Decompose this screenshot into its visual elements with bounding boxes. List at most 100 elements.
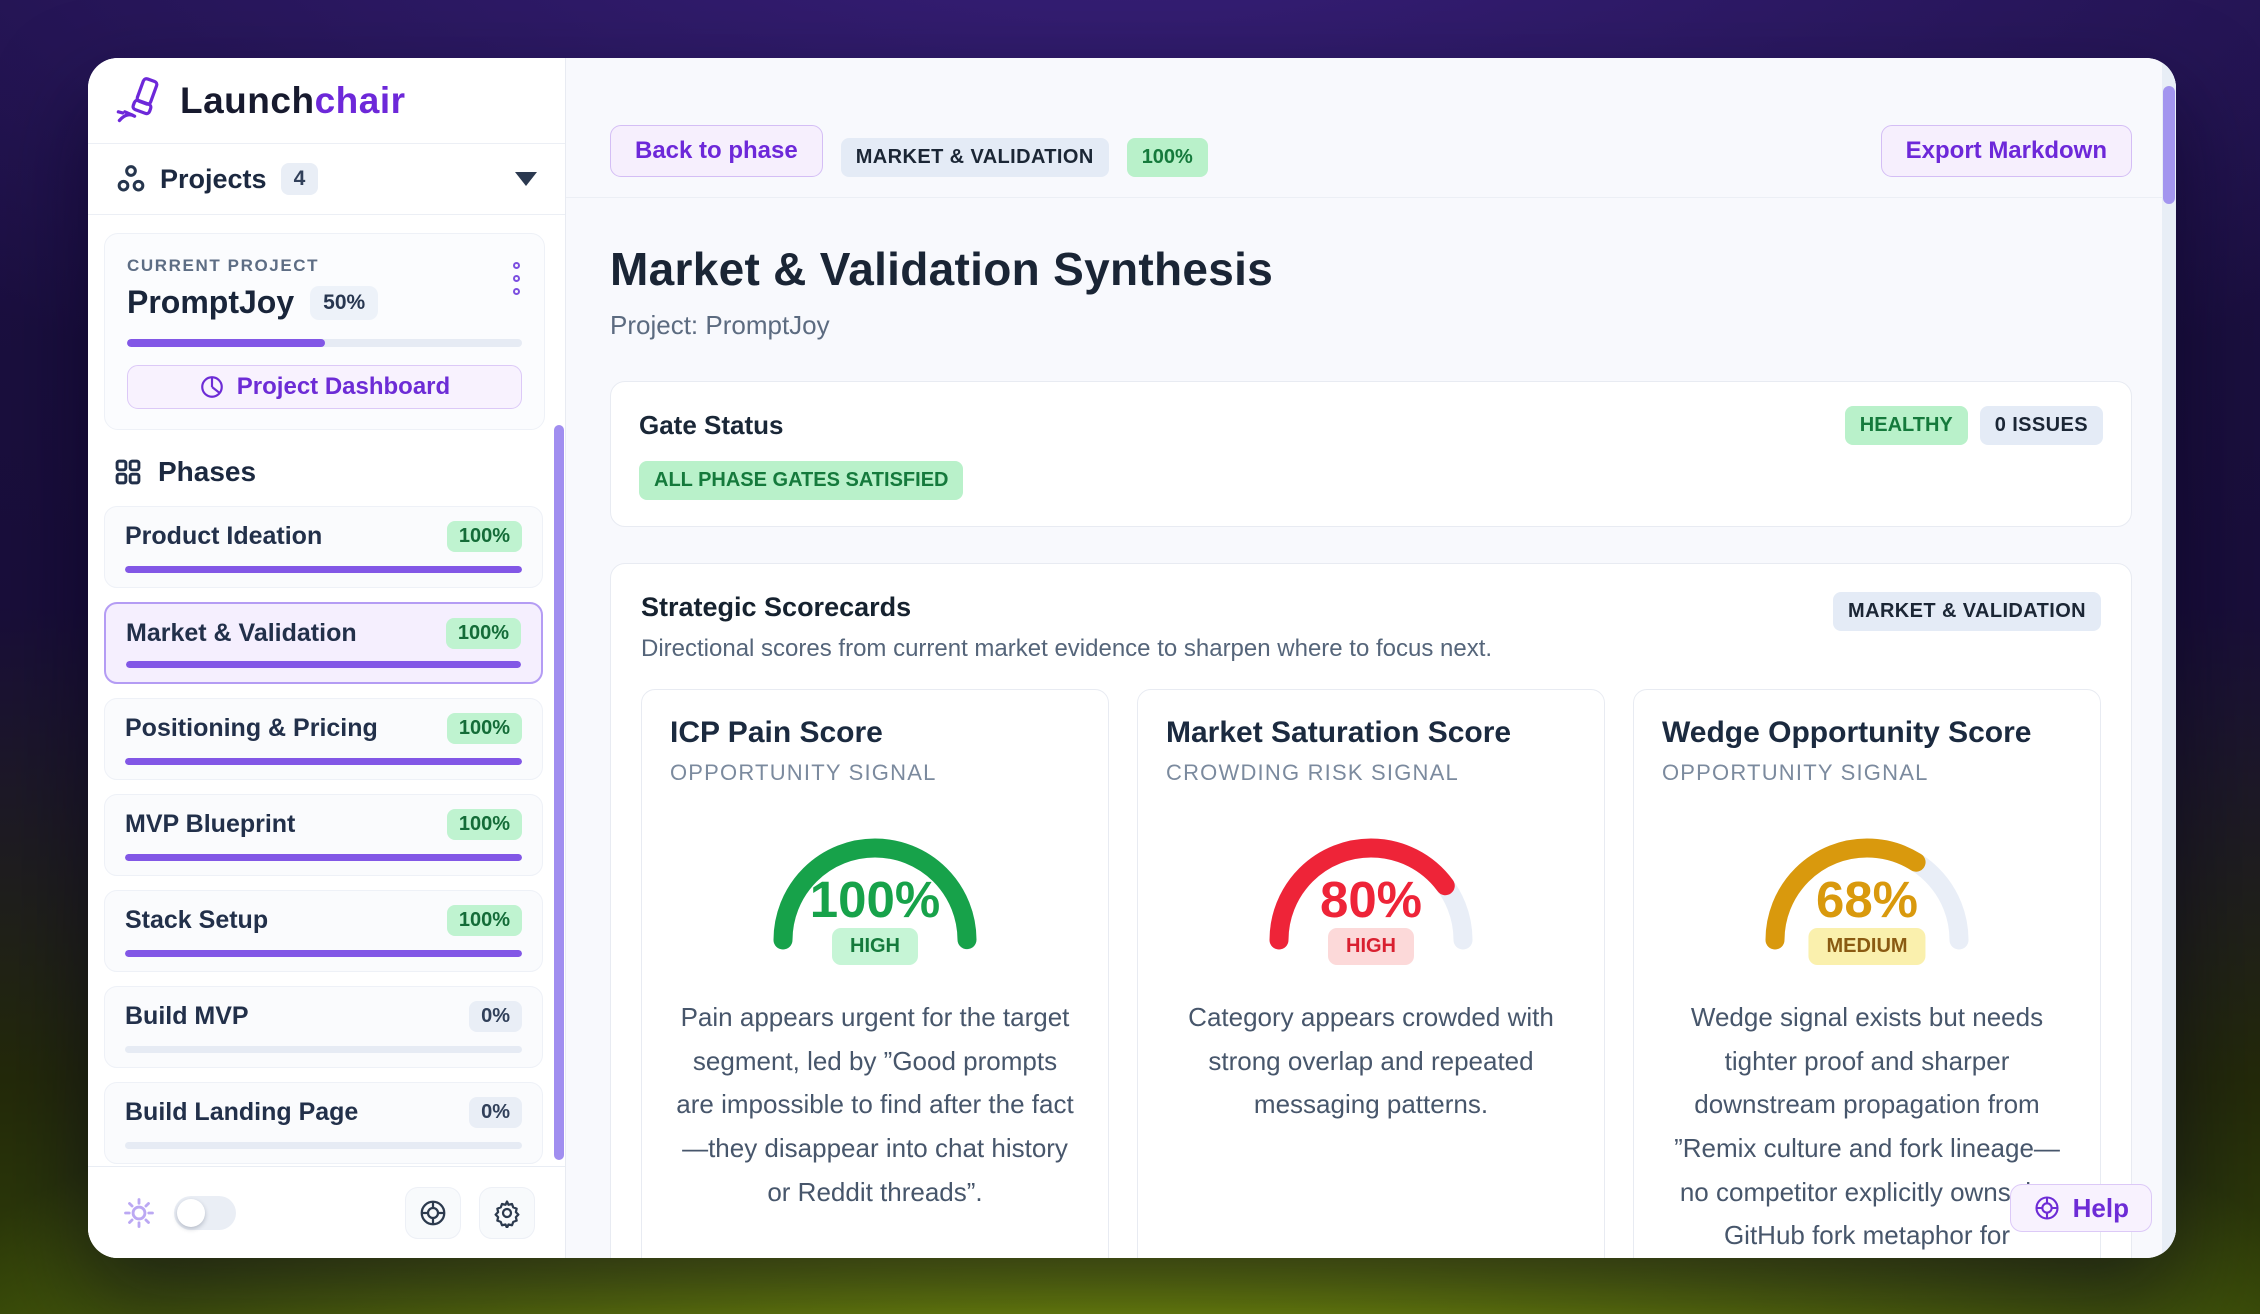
sidebar: Launchchair Projects 4 CURRENT PROJECT P… bbox=[88, 58, 566, 1258]
gauge-card-signal: OPPORTUNITY SIGNAL bbox=[1662, 760, 1929, 785]
brand-name-secondary: chair bbox=[314, 79, 406, 121]
sidebar-footer bbox=[88, 1166, 565, 1258]
projects-icon bbox=[117, 165, 145, 192]
phase-label: Positioning & Pricing bbox=[125, 714, 378, 742]
current-project-label: CURRENT PROJECT bbox=[127, 256, 320, 275]
gauge-percent: 68% bbox=[1815, 871, 1919, 928]
main-scrollbar-thumb[interactable] bbox=[2163, 86, 2175, 204]
scorecards-title: Strategic Scorecards bbox=[641, 592, 912, 622]
theme-toggle[interactable] bbox=[174, 1195, 236, 1230]
sun-icon bbox=[124, 1197, 154, 1228]
gauge-card-description: Category appears crowded with strong ove… bbox=[1188, 1002, 1554, 1120]
gauge-card-title: Market Saturation Score bbox=[1166, 716, 1512, 749]
wedge-opportunity-gauge: 68% MEDIUM bbox=[1757, 824, 1977, 966]
scorecards-phase-badge: MARKET & VALIDATION bbox=[1833, 592, 2101, 631]
strategic-scorecards-card: Strategic Scorecards Directional scores … bbox=[610, 563, 2132, 1258]
gauge-card-signal: CROWDING RISK SIGNAL bbox=[1166, 760, 1459, 785]
phase-label: Build Landing Page bbox=[125, 1098, 359, 1126]
phase-percent-badge: 0% bbox=[469, 1097, 522, 1128]
current-project-card: CURRENT PROJECT PromptJoy 50% Project Da… bbox=[104, 233, 545, 430]
phase-label: Stack Setup bbox=[125, 906, 269, 934]
phase-progressbar bbox=[125, 758, 522, 765]
market-saturation-gauge: 80% HIGH bbox=[1261, 824, 1481, 966]
gate-status-title: Gate Status bbox=[639, 410, 784, 440]
scorecards-grid: ICP Pain Score OPPORTUNITY SIGNAL 100% H… bbox=[641, 689, 2101, 1258]
phase-progressbar bbox=[125, 854, 522, 861]
brand-name-primary: Launch bbox=[180, 79, 315, 121]
phase-label: Build MVP bbox=[125, 1002, 249, 1030]
market-saturation-score-card: Market Saturation Score CROWDING RISK SI… bbox=[1137, 689, 1605, 1258]
export-markdown-button[interactable]: Export Markdown bbox=[1880, 125, 2132, 177]
phases-header: Phases bbox=[88, 430, 565, 502]
phase-label: Product Ideation bbox=[125, 522, 323, 550]
phase-percent-badge: 100% bbox=[446, 713, 522, 744]
kebab-menu-icon[interactable] bbox=[509, 258, 524, 299]
phases-title: Phases bbox=[158, 456, 257, 487]
topbar-percent-badge: 100% bbox=[1126, 138, 1208, 177]
projects-header[interactable]: Projects 4 bbox=[88, 144, 565, 215]
pie-chart-icon bbox=[200, 376, 223, 398]
gauge-percent: 80% bbox=[1319, 871, 1423, 928]
help-button[interactable]: Help bbox=[2009, 1184, 2152, 1232]
grid-icon bbox=[115, 459, 141, 485]
phase-item-product-ideation[interactable]: Product Ideation 100% bbox=[104, 506, 543, 588]
page-title: Market & Validation Synthesis bbox=[610, 243, 1274, 295]
projects-count-badge: 4 bbox=[280, 163, 319, 195]
phase-progressbar bbox=[125, 950, 522, 957]
current-project-name: PromptJoy bbox=[127, 284, 295, 320]
phase-percent-badge: 100% bbox=[446, 809, 522, 840]
main-scrollbar-track[interactable] bbox=[2162, 58, 2176, 1258]
lifebuoy-icon bbox=[2035, 1196, 2059, 1220]
phase-progressbar bbox=[125, 1142, 522, 1149]
brand-name: Launchchair bbox=[180, 80, 406, 122]
wedge-opportunity-score-card: Wedge Opportunity Score OPPORTUNITY SIGN… bbox=[1633, 689, 2101, 1258]
phase-progressbar bbox=[125, 1046, 522, 1053]
support-button[interactable] bbox=[405, 1186, 461, 1239]
main-panel: Back to phase MARKET & VALIDATION 100% E… bbox=[566, 58, 2176, 1258]
gauge-card-description: Pain appears urgent for the target segme… bbox=[676, 1002, 1074, 1207]
topbar-phase-badge: MARKET & VALIDATION bbox=[840, 138, 1109, 177]
brand-header: Launchchair bbox=[88, 58, 565, 144]
current-project-percent-badge: 50% bbox=[310, 285, 379, 320]
phase-item-build-landing-page[interactable]: Build Landing Page 0% bbox=[104, 1082, 543, 1164]
projects-label: Projects bbox=[160, 163, 267, 194]
phase-item-mvp-blueprint[interactable]: MVP Blueprint 100% bbox=[104, 794, 543, 876]
phase-list: Product Ideation 100% Market & Validation… bbox=[88, 502, 565, 1166]
help-label: Help bbox=[2072, 1192, 2129, 1223]
healthy-badge: HEALTHY bbox=[1844, 406, 1968, 445]
launchchair-logo-icon bbox=[116, 76, 159, 122]
phase-label: MVP Blueprint bbox=[125, 810, 296, 838]
gear-icon bbox=[494, 1199, 520, 1228]
gauge-level-badge: HIGH bbox=[1328, 928, 1414, 965]
current-project-progressbar bbox=[127, 339, 522, 347]
gauge-percent: 100% bbox=[809, 871, 941, 928]
chevron-down-icon[interactable] bbox=[515, 172, 537, 186]
content-area: Market & Validation Synthesis Project: P… bbox=[566, 198, 2176, 1258]
gauge-level-badge: MEDIUM bbox=[1808, 928, 1926, 965]
back-to-phase-button[interactable]: Back to phase bbox=[610, 125, 823, 177]
page-subtitle: Project: PromptJoy bbox=[610, 310, 830, 340]
gauge-card-description: Wedge signal exists but needs tighter pr… bbox=[1674, 1002, 2060, 1251]
topbar: Back to phase MARKET & VALIDATION 100% E… bbox=[566, 58, 2176, 198]
project-dashboard-label: Project Dashboard bbox=[236, 373, 451, 400]
phase-item-stack-setup[interactable]: Stack Setup 100% bbox=[104, 890, 543, 972]
gauge-level-badge: HIGH bbox=[832, 928, 918, 965]
phase-item-build-mvp[interactable]: Build MVP 0% bbox=[104, 986, 543, 1068]
gauge-card-title: Wedge Opportunity Score bbox=[1662, 716, 2032, 749]
phase-item-market-validation[interactable]: Market & Validation 100% bbox=[104, 602, 543, 684]
icp-pain-score-card: ICP Pain Score OPPORTUNITY SIGNAL 100% H… bbox=[641, 689, 1109, 1258]
scorecards-subtitle: Directional scores from current market e… bbox=[641, 635, 1493, 662]
phase-percent-badge: 100% bbox=[446, 521, 522, 552]
app-window: Launchchair Projects 4 CURRENT PROJECT P… bbox=[88, 58, 2176, 1258]
phase-percent-badge: 0% bbox=[469, 1001, 522, 1032]
icp-pain-gauge: 100% HIGH bbox=[765, 824, 985, 966]
sidebar-scrollbar-thumb[interactable] bbox=[554, 425, 564, 1160]
issues-badge: 0 ISSUES bbox=[1979, 406, 2103, 445]
project-dashboard-button[interactable]: Project Dashboard bbox=[127, 365, 522, 409]
phase-percent-badge: 100% bbox=[446, 905, 522, 936]
gates-satisfied-badge: ALL PHASE GATES SATISFIED bbox=[639, 461, 964, 500]
settings-button[interactable] bbox=[479, 1186, 535, 1239]
phase-progressbar bbox=[125, 566, 522, 573]
phase-item-positioning-pricing[interactable]: Positioning & Pricing 100% bbox=[104, 698, 543, 780]
gauge-card-title: ICP Pain Score bbox=[670, 716, 883, 749]
